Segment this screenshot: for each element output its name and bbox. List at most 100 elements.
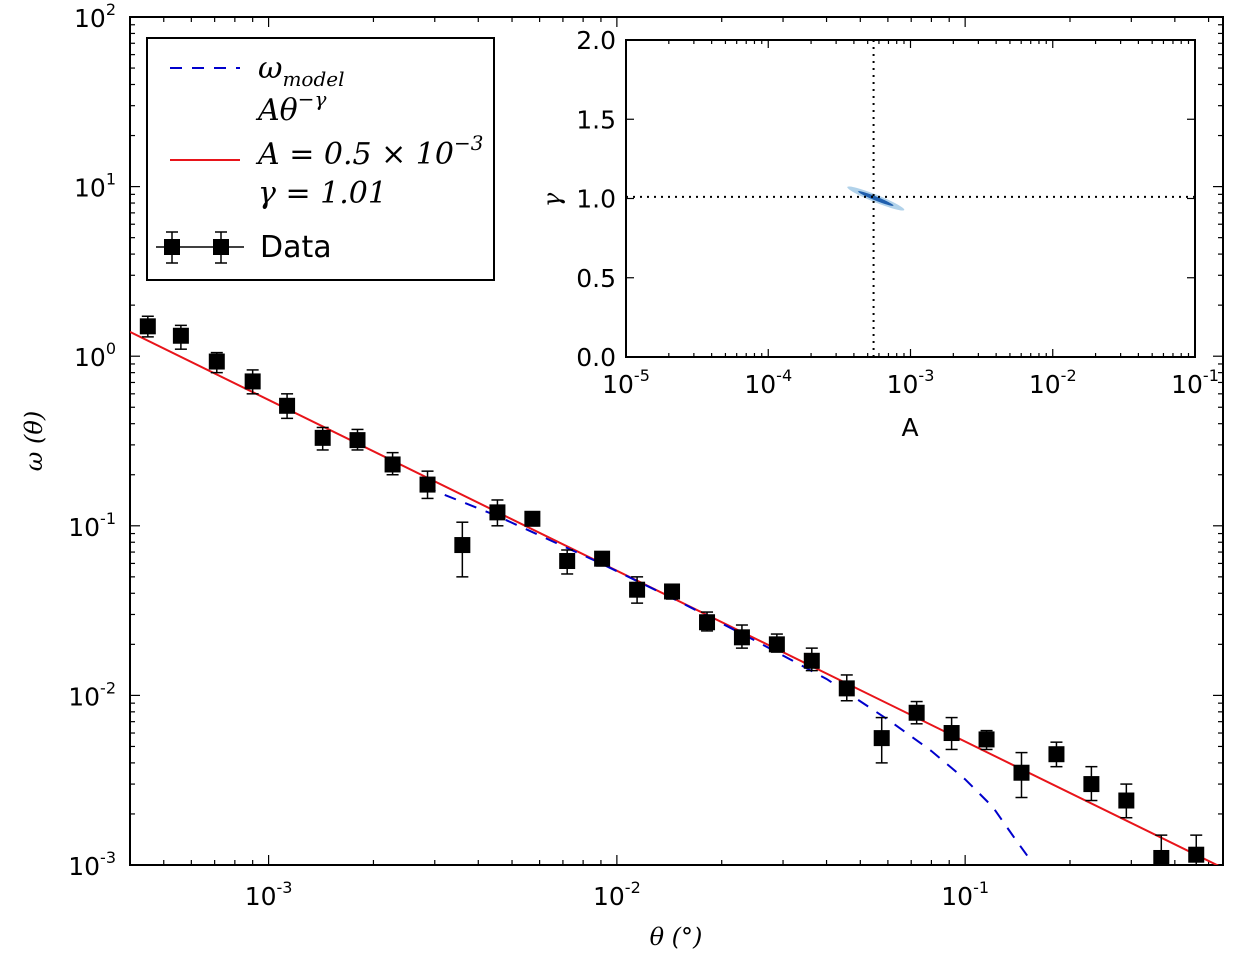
inset-x-tick-label: 10-5 — [602, 366, 650, 399]
inset-x-tick-label: 10-2 — [1029, 366, 1077, 399]
data-marker — [873, 730, 890, 747]
data-point — [1048, 741, 1065, 768]
data-point — [733, 624, 750, 649]
data-point — [978, 729, 995, 751]
data-point — [803, 647, 820, 672]
data-point — [1013, 751, 1030, 799]
data-marker — [314, 429, 331, 446]
data-marker — [559, 553, 576, 570]
inset-axis-ticks — [625, 39, 1195, 358]
data-marker — [908, 704, 925, 721]
main-series-group — [130, 315, 1220, 865]
data-marker — [244, 373, 261, 390]
legend-entry-data: Data — [260, 230, 332, 265]
data-point — [172, 324, 189, 350]
data-marker — [1188, 846, 1205, 863]
y-tick-label: 10-1 — [68, 509, 116, 542]
data-point — [139, 315, 156, 338]
inset-x-axis-label: A — [901, 413, 918, 442]
legend-fitdesc-sup: −γ — [298, 87, 327, 111]
data-marker — [489, 504, 506, 521]
legend-entry-fit-A: A = 0.5 × 10−3 — [255, 131, 483, 172]
data-marker — [1118, 792, 1135, 809]
inset-x-tick-label: 10-4 — [744, 366, 792, 399]
data-point — [768, 633, 785, 653]
main-axis-ticks — [129, 17, 1223, 866]
main-tick-labels: 10-3 10-2 10-1 10-3 10-2 10-1 100 101 102 — [68, 0, 989, 911]
data-marker — [699, 614, 716, 631]
data-point — [664, 583, 681, 600]
data-point — [279, 393, 296, 420]
legend-fitdesc-main: Aθ — [255, 93, 298, 128]
data-point — [594, 550, 611, 567]
data-marker — [384, 456, 401, 473]
data-marker — [943, 725, 960, 742]
data-marker — [419, 476, 436, 493]
fit-line — [130, 331, 1220, 865]
data-marker — [978, 731, 995, 748]
data-marker — [454, 537, 471, 554]
y-tick-label: 100 — [74, 339, 116, 372]
legend-entry-fit-gamma: γ = 1.01 — [258, 176, 387, 211]
data-point — [244, 369, 261, 395]
legend-model-main: ω — [258, 51, 282, 86]
data-marker — [139, 318, 156, 335]
main-x-axis-label: θ (°) — [650, 923, 703, 951]
y-tick-label: 10-3 — [68, 848, 116, 881]
inset-x-tick-label: 10-1 — [1171, 366, 1219, 399]
data-marker — [838, 680, 855, 697]
x-tick-label: 10-3 — [245, 878, 293, 911]
data-point — [314, 426, 331, 451]
inset-tick-labels: 10-5 10-4 10-3 10-2 10-1 0.0 0.5 1.0 1.5 2.0 — [576, 26, 1219, 399]
data-point — [1153, 834, 1170, 865]
data-point — [454, 521, 471, 578]
model-curve — [423, 485, 1033, 862]
inset-plot-frame — [625, 39, 1196, 358]
data-marker — [803, 652, 820, 669]
legend-entry-model: ωmodel — [258, 51, 345, 91]
data-marker — [524, 510, 541, 527]
data-point — [384, 451, 401, 476]
data-point — [838, 674, 855, 702]
data-point — [349, 428, 366, 451]
data-point — [559, 549, 576, 575]
data-marker — [768, 636, 785, 653]
legend-model-sub: model — [282, 67, 344, 91]
x-tick-label: 10-1 — [941, 878, 989, 911]
data-point — [908, 700, 925, 725]
data-marker — [279, 397, 296, 414]
contour-inner — [858, 191, 894, 206]
data-point — [1083, 765, 1100, 802]
y-tick-label: 101 — [74, 170, 116, 203]
data-marker — [1153, 849, 1170, 865]
data-marker — [1083, 776, 1100, 793]
inset-content-group — [626, 40, 1195, 357]
data-point — [524, 510, 541, 527]
data-point — [489, 499, 506, 527]
inset-y-tick-label: 0.5 — [576, 264, 616, 293]
data-point — [699, 611, 716, 632]
data-point — [943, 716, 960, 751]
legend-entry-fit-desc: Aθ−γ — [255, 87, 326, 128]
inset-x-tick-label: 10-3 — [887, 366, 935, 399]
data-point — [1188, 834, 1205, 865]
data-marker — [664, 583, 681, 600]
data-point — [208, 351, 225, 374]
data-point — [873, 716, 890, 764]
x-tick-label: 10-2 — [593, 878, 641, 911]
inset-y-tick-label: 0.0 — [576, 343, 616, 372]
main-y-axis-label: ω (θ) — [20, 411, 48, 471]
data-marker — [594, 550, 611, 567]
legend-swatch-data — [156, 231, 244, 264]
legend-fitA-main: A = 0.5 × 10 — [255, 137, 454, 172]
data-marker — [172, 327, 189, 344]
data-marker — [208, 353, 225, 370]
inset-y-tick-label: 2.0 — [576, 26, 616, 55]
data-point — [629, 576, 646, 604]
data-marker — [1013, 764, 1030, 781]
inset-y-tick-label: 1.0 — [576, 185, 616, 214]
inset-y-axis-label: γ — [538, 192, 566, 207]
data-marker — [1048, 746, 1065, 763]
legend: ωmodel Aθ−γ A = 0.5 × 10−3 γ = 1.01 Data — [146, 37, 495, 281]
